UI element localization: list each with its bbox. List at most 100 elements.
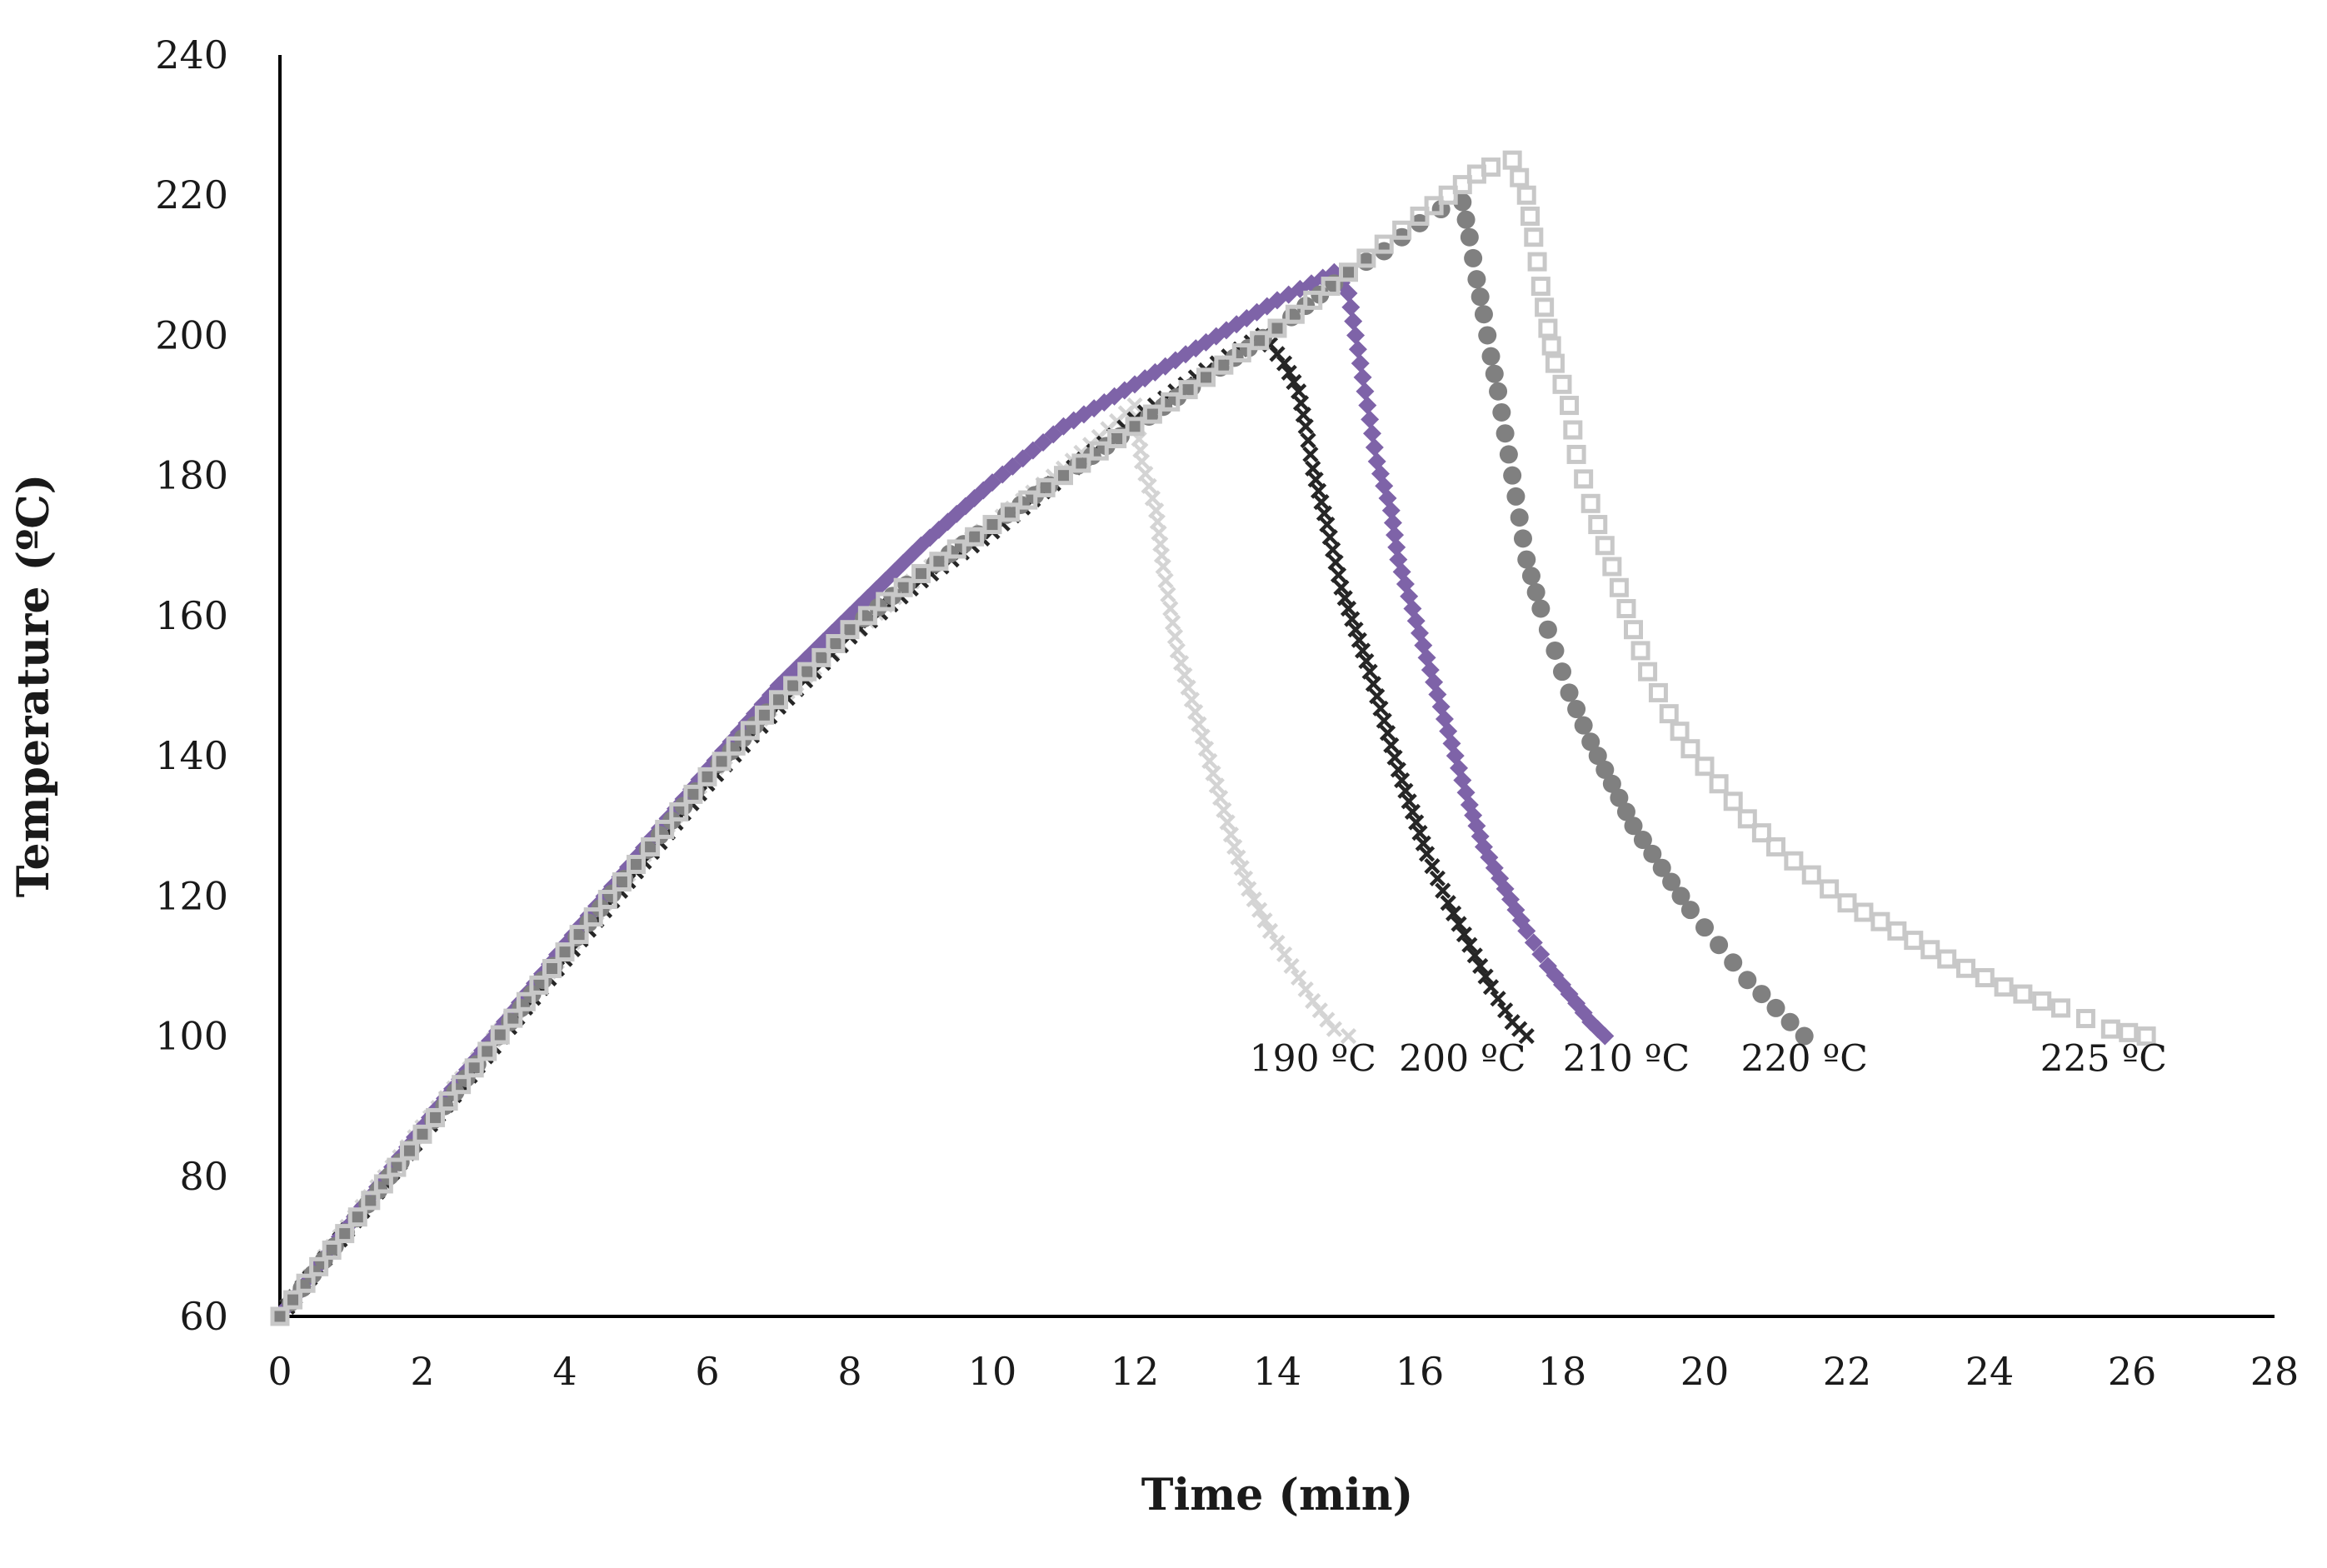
data-point (1709, 774, 1729, 794)
data-point (1506, 487, 1526, 506)
data-point (2136, 1026, 2156, 1046)
data-point (1485, 364, 1504, 383)
data-point (1353, 367, 1372, 387)
data-point (1180, 679, 1196, 696)
data-point (1386, 749, 1403, 766)
data-point (542, 959, 562, 979)
data-point (1369, 688, 1386, 705)
data-point (840, 620, 860, 640)
data-point (1510, 167, 1530, 187)
data-point (946, 539, 966, 559)
data-point (1036, 477, 1056, 497)
data-point (982, 515, 1002, 535)
data-point (1246, 891, 1262, 908)
data-point (1784, 851, 1804, 871)
data-point (740, 721, 760, 741)
data-point (1172, 655, 1190, 672)
data-point (1394, 772, 1411, 789)
data-point (1602, 774, 1621, 793)
series-label: 200 ºC (1399, 1038, 1526, 1081)
data-point (1219, 814, 1236, 831)
data-point (1313, 494, 1330, 511)
data-point (811, 648, 831, 667)
data-point (1297, 981, 1314, 998)
data-point (1516, 185, 1536, 205)
x-tick-labels: 0 2 4 6 8 10 12 14 16 18 20 22 24 26 28 (267, 1349, 2299, 1394)
data-point (2119, 1022, 2139, 1042)
data-point (1107, 429, 1127, 449)
data-point (1497, 1002, 1514, 1019)
data-point (1633, 831, 1652, 850)
x-tick-label: 8 (837, 1349, 861, 1394)
data-point (1415, 835, 1431, 851)
data-point (1574, 716, 1593, 735)
x-tick-label: 14 (1253, 1349, 1302, 1394)
data-point (1214, 355, 1234, 375)
data-point (1286, 373, 1302, 391)
data-point (1588, 515, 1608, 535)
data-point (1268, 319, 1286, 338)
data-point (1000, 502, 1020, 522)
data-point (1361, 663, 1378, 680)
data-point (1321, 277, 1341, 297)
data-point (1236, 870, 1254, 886)
data-point (1226, 838, 1243, 856)
data-point (1358, 396, 1377, 415)
data-point (754, 705, 774, 725)
data-point (1616, 802, 1635, 821)
data-point (1474, 305, 1493, 324)
data-point (1723, 791, 1743, 811)
data-point (1212, 789, 1229, 806)
data-point (1089, 441, 1109, 461)
data-point (1197, 741, 1215, 757)
y-tick-label: 220 (155, 172, 228, 217)
data-point (1233, 860, 1250, 876)
data-point (1347, 622, 1364, 638)
data-point (1503, 466, 1522, 485)
data-point (1609, 577, 1629, 597)
data-point (1624, 620, 1643, 640)
data-point (1303, 290, 1323, 310)
series-2-markers (271, 262, 1615, 1326)
data-point (1937, 949, 1957, 969)
data-point (1161, 392, 1181, 412)
data-point (1724, 953, 1743, 972)
x-tick-label: 0 (267, 1349, 292, 1394)
data-point (1446, 905, 1462, 921)
data-point (1513, 529, 1532, 548)
data-point (1737, 809, 1757, 829)
data-point (347, 1207, 367, 1227)
data-point (1662, 872, 1681, 891)
y-axis-title: Temperature (ºC) (8, 474, 59, 897)
data-point (1269, 934, 1286, 951)
data-point (490, 1025, 510, 1045)
data-point (1183, 692, 1200, 708)
data-point (1157, 572, 1174, 589)
data-point (1648, 682, 1668, 702)
data-point (683, 784, 703, 804)
x-tick-label: 4 (552, 1349, 577, 1394)
data-point (1588, 747, 1607, 766)
data-point (1680, 901, 1700, 920)
y-tick-label: 120 (155, 873, 228, 918)
data-point (1521, 567, 1541, 586)
data-point (1435, 882, 1451, 899)
data-point (1461, 936, 1478, 953)
data-point (2075, 1009, 2095, 1029)
data-point (1205, 765, 1221, 782)
data-points (270, 150, 2156, 1326)
data-point (1191, 716, 1207, 732)
data-point (1538, 318, 1558, 338)
data-point (2013, 984, 2033, 1004)
data-point (1169, 642, 1186, 659)
data-point (1496, 424, 1515, 443)
data-point (1222, 826, 1240, 843)
data-point (1390, 762, 1406, 778)
data-point (335, 1224, 355, 1244)
data-point (841, 620, 859, 639)
data-point (1285, 304, 1305, 324)
data-point (1531, 277, 1551, 297)
x-tick-label: 2 (410, 1349, 434, 1394)
data-point (1994, 977, 2014, 997)
